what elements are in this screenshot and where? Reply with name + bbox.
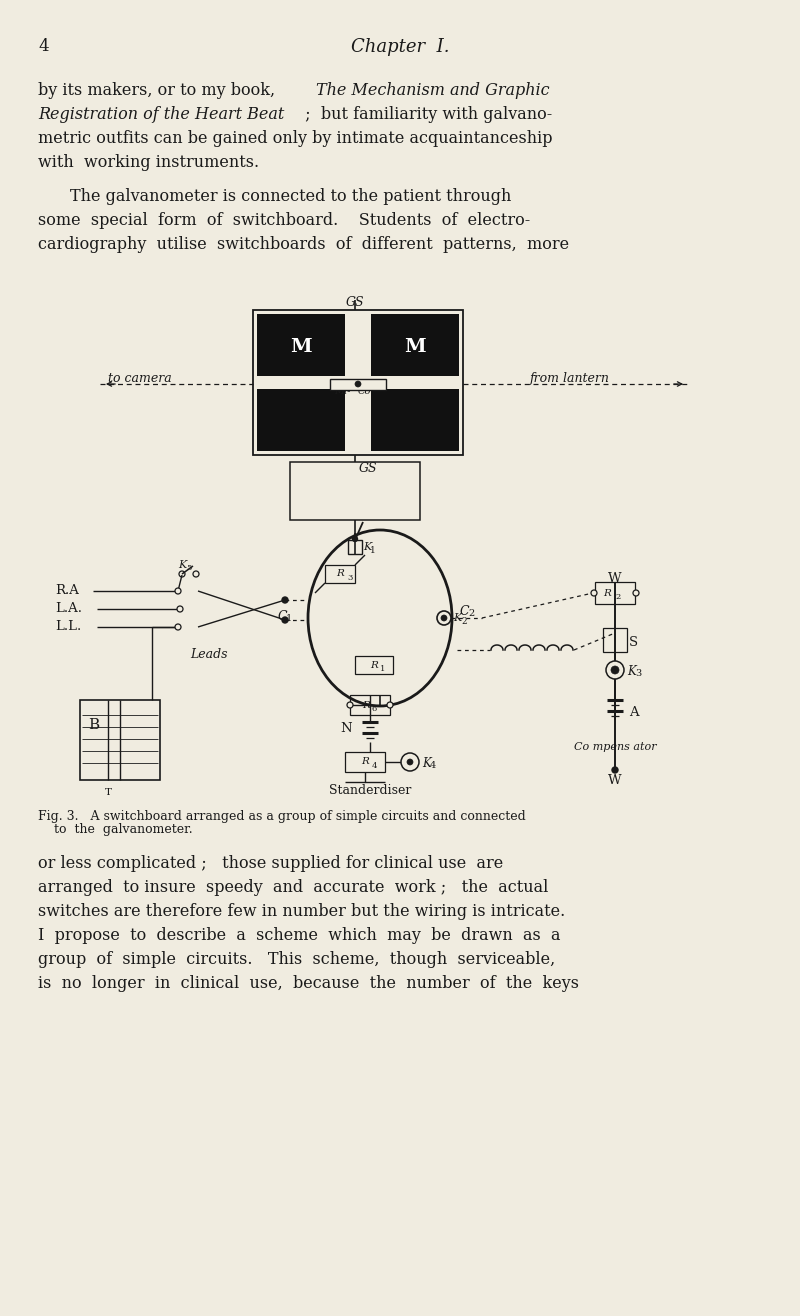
Text: 4: 4: [430, 761, 436, 770]
Circle shape: [612, 767, 618, 772]
Text: from lantern: from lantern: [530, 372, 610, 386]
Text: M: M: [290, 338, 312, 357]
Text: K: K: [363, 542, 371, 551]
Text: Leads: Leads: [190, 647, 227, 661]
Text: 4: 4: [38, 38, 49, 55]
Text: R.A: R.A: [55, 584, 79, 597]
Text: ;  but familiarity with galvano-: ; but familiarity with galvano-: [300, 107, 552, 122]
Text: 2: 2: [461, 617, 466, 626]
Text: 2: 2: [468, 609, 474, 619]
Text: T: T: [105, 788, 111, 797]
Text: 6: 6: [372, 705, 378, 713]
Text: GS: GS: [359, 462, 378, 475]
Text: 2: 2: [615, 594, 620, 601]
Text: group  of  simple  circuits.   This  scheme,  though  serviceable,: group of simple circuits. This scheme, t…: [38, 951, 555, 969]
Circle shape: [611, 666, 619, 674]
Bar: [257, 390, 345, 451]
Text: K: K: [627, 665, 636, 678]
Text: 1: 1: [380, 665, 386, 672]
Circle shape: [437, 611, 451, 625]
Text: switches are therefore few in number but the wiring is intricate.: switches are therefore few in number but…: [38, 903, 566, 920]
Text: arranged  to insure  speedy  and  accurate  work ;   the  actual: arranged to insure speedy and accurate w…: [38, 879, 548, 896]
Bar: [595, 582, 635, 604]
Circle shape: [353, 537, 358, 541]
Text: Chapter  I.: Chapter I.: [350, 38, 450, 57]
Circle shape: [387, 701, 393, 708]
Text: C: C: [278, 611, 288, 622]
Text: GS: GS: [346, 296, 364, 309]
Circle shape: [633, 590, 639, 596]
Bar: [350, 695, 390, 715]
Text: 3: 3: [347, 574, 352, 582]
Text: L.L.: L.L.: [55, 620, 82, 633]
Text: to  the  galvanometer.: to the galvanometer.: [38, 822, 193, 836]
Text: R: R: [361, 758, 369, 766]
Bar: [253, 311, 463, 455]
Text: cardiography  utilise  switchboards  of  different  patterns,  more: cardiography utilise switchboards of dif…: [38, 236, 569, 253]
Circle shape: [282, 597, 288, 603]
Text: or less complicated ;   those supplied for clinical use  are: or less complicated ; those supplied for…: [38, 855, 503, 873]
Text: metric outfits can be gained only by intimate acquaintanceship: metric outfits can be gained only by int…: [38, 130, 553, 147]
Bar: [330, 379, 386, 390]
Circle shape: [177, 605, 183, 612]
Text: K: K: [422, 757, 430, 770]
Text: N: N: [340, 722, 352, 736]
Text: some  special  form  of  switchboard.    Students  of  electro-: some special form of switchboard. Studen…: [38, 212, 530, 229]
Text: K: K: [178, 561, 186, 570]
Text: Co mpens ator: Co mpens ator: [574, 742, 656, 751]
Circle shape: [401, 753, 419, 771]
Text: R: R: [362, 700, 370, 709]
Text: Co: Co: [358, 387, 371, 396]
Bar: [325, 565, 355, 583]
Text: M: M: [404, 338, 426, 357]
Bar: [371, 390, 459, 451]
Bar: [348, 540, 362, 554]
Bar: [345, 751, 385, 772]
Circle shape: [591, 590, 597, 596]
Text: W: W: [608, 774, 622, 787]
Text: 3: 3: [635, 669, 642, 678]
Circle shape: [175, 624, 181, 630]
Text: 4: 4: [372, 762, 378, 770]
Text: 1: 1: [286, 615, 292, 622]
Text: B: B: [88, 719, 99, 732]
Text: L.A.: L.A.: [55, 601, 82, 615]
Text: A: A: [629, 705, 638, 719]
Text: W: W: [608, 572, 622, 586]
Bar: [355, 655, 393, 674]
Circle shape: [441, 615, 447, 621]
Circle shape: [175, 588, 181, 594]
Text: The galvanometer is connected to the patient through: The galvanometer is connected to the pat…: [70, 188, 511, 205]
Text: The Mechanism and Graphic: The Mechanism and Graphic: [316, 82, 550, 99]
Circle shape: [282, 617, 288, 622]
Text: is  no  longer  in  clinical  use,  because  the  number  of  the  keys: is no longer in clinical use, because th…: [38, 975, 579, 992]
Text: 1: 1: [370, 546, 376, 555]
Text: R: R: [336, 570, 344, 579]
Text: Registration of the Heart Beat: Registration of the Heart Beat: [38, 107, 284, 122]
Bar: [603, 628, 627, 651]
Bar: [290, 462, 420, 520]
Text: Mi-: Mi-: [334, 387, 350, 396]
Text: Standerdiser: Standerdiser: [329, 784, 411, 797]
Text: K: K: [453, 613, 462, 622]
Text: C: C: [460, 605, 470, 619]
Text: Fig. 3.   A switchboard arranged as a group of simple circuits and connected: Fig. 3. A switchboard arranged as a grou…: [38, 811, 526, 822]
Text: by its makers, or to my book,: by its makers, or to my book,: [38, 82, 280, 99]
Text: R: R: [370, 661, 378, 670]
Text: R: R: [603, 588, 611, 597]
Text: to camera: to camera: [108, 372, 172, 386]
Text: 5: 5: [186, 565, 191, 572]
Bar: [80, 700, 160, 780]
Circle shape: [347, 701, 353, 708]
Circle shape: [407, 759, 413, 765]
Text: I  propose  to  describe  a  scheme  which  may  be  drawn  as  a: I propose to describe a scheme which may…: [38, 926, 561, 944]
Text: S: S: [629, 636, 638, 649]
Circle shape: [606, 661, 624, 679]
Circle shape: [355, 382, 361, 387]
Bar: [371, 315, 459, 376]
Text: with  working instruments.: with working instruments.: [38, 154, 259, 171]
Bar: [257, 315, 345, 376]
